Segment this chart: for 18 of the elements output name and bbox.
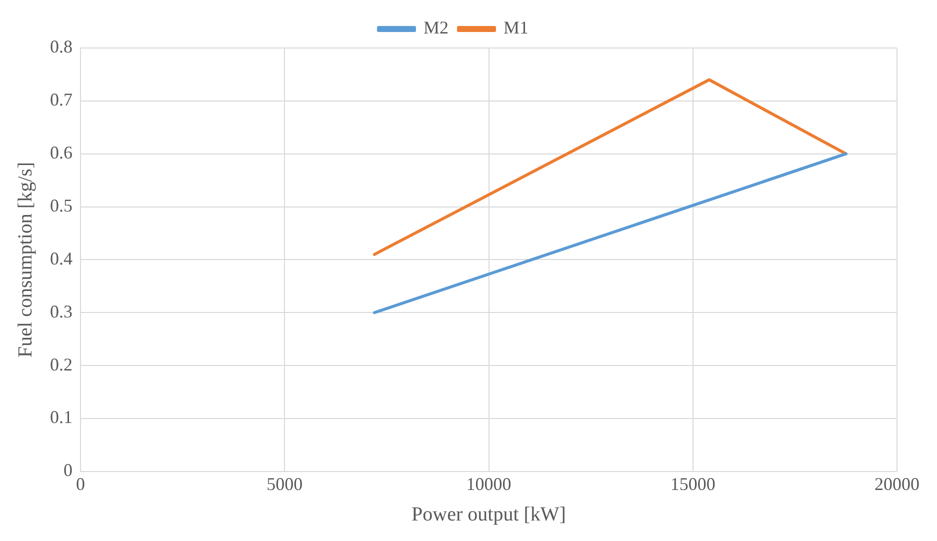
x-tick-label: 10000 bbox=[466, 474, 512, 494]
y-tick-label: 0.4 bbox=[50, 248, 72, 268]
y-axis-title: Fuel consumption [kg/s] bbox=[14, 162, 36, 358]
y-tick-label: 0.1 bbox=[50, 407, 72, 428]
x-axis-title: Power output [kW] bbox=[412, 503, 566, 526]
y-tick-label: 0 bbox=[64, 460, 72, 480]
y-tick-label: 0.8 bbox=[50, 36, 72, 57]
x-tick-label: 0 bbox=[76, 474, 85, 494]
y-tick-label: 0.2 bbox=[50, 354, 72, 374]
x-tick-label: 15000 bbox=[670, 474, 716, 494]
x-tick-label: 5000 bbox=[266, 474, 303, 494]
y-tick-label: 0.7 bbox=[50, 90, 72, 110]
y-tick-label: 0.3 bbox=[50, 301, 72, 322]
x-tick-label: 20000 bbox=[874, 474, 920, 494]
y-tick-label: 0.6 bbox=[50, 142, 72, 163]
legend-label: M2 bbox=[423, 18, 449, 38]
y-tick-label: 0.5 bbox=[50, 196, 72, 216]
legend-label: M1 bbox=[504, 18, 529, 38]
